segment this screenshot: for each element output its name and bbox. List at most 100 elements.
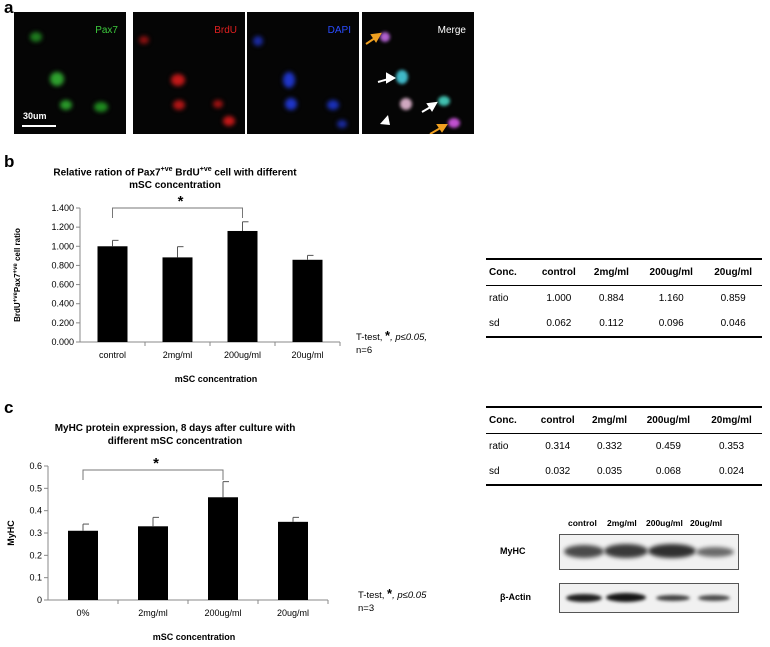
- channel-label-merge: Merge: [437, 25, 466, 36]
- y-tick-label: 0: [37, 595, 42, 605]
- bar: [162, 257, 193, 342]
- table-b: Conc. control 2mg/ml 200ug/ml 20ug/ml ra…: [486, 258, 762, 338]
- table-b-h2: 2mg/ml: [584, 260, 639, 286]
- y-axis-label: MyHC: [6, 520, 16, 546]
- table-c-h3: 200ug/ml: [635, 408, 701, 434]
- significance-star: *: [178, 193, 184, 210]
- chart-b-title-part2: BrdU: [172, 167, 200, 179]
- x-tick-label: 0%: [76, 608, 89, 618]
- table-c-cell: ratio: [489, 441, 509, 452]
- blot-band: [656, 595, 690, 601]
- blot-actin: [559, 583, 739, 613]
- x-tick-label: 200ug/ml: [224, 350, 261, 360]
- table-c-cell: 0.459: [655, 441, 681, 452]
- y-tick-label: 0.200: [51, 318, 74, 328]
- y-tick-label: 1.400: [51, 203, 74, 213]
- y-tick-label: 0.400: [51, 299, 74, 309]
- y-tick-label: 1.000: [51, 241, 74, 251]
- arrow-white-1: [377, 72, 397, 84]
- bar: [138, 526, 168, 600]
- table-b-cell: 0.062: [546, 318, 572, 329]
- table-b-h4: 20ug/ml: [704, 260, 762, 286]
- y-axis-label-sup: +ve: [13, 291, 19, 302]
- table-c-cell: sd: [489, 466, 500, 477]
- y-axis-label: BrdU+vePax7+ve cell ratio: [13, 228, 22, 322]
- chart-b-title: Relative ration of Pax7+ve BrdU+ve cell …: [30, 163, 320, 192]
- table-c-cell: 0.353: [718, 441, 745, 452]
- chart-c-title-line1: MyHC protein expression, 8 days after cu…: [54, 423, 296, 434]
- y-tick-label: 0.6: [29, 461, 42, 471]
- y-tick-label: 0.600: [51, 280, 74, 290]
- table-c-header: Conc. control 2mg/ml 200ug/ml 20mg/ml: [486, 408, 762, 434]
- y-axis-label-sup: +ve: [13, 263, 19, 274]
- table-b-cell: 0.859: [720, 293, 746, 304]
- table-b-row-sd: sd 0.062 0.112 0.096 0.046: [486, 311, 762, 336]
- y-tick-label: 0.800: [51, 260, 74, 270]
- table-b-cell: 1.000: [546, 293, 572, 304]
- significance-bracket: [82, 469, 224, 480]
- channel-label-dapi: DAPI: [327, 25, 351, 36]
- table-c-cell: 0.032: [545, 466, 571, 477]
- ttest-c-p: , p≤0.05: [392, 590, 427, 601]
- table-c-cell: 0.314: [545, 441, 571, 452]
- bar: [292, 259, 323, 342]
- x-tick-label: 2mg/ml: [163, 350, 193, 360]
- micrograph-dapi: DAPI: [247, 12, 359, 134]
- blot-band: [606, 593, 646, 602]
- blot-band: [564, 545, 604, 558]
- y-axis-label-part: Pax7: [13, 273, 22, 292]
- ttest-b-p: , p≤0.05,: [390, 332, 428, 343]
- table-b-row-ratio: ratio 1.000 0.884 1.160 0.859: [486, 286, 762, 312]
- table-b-h0: Conc.: [486, 260, 533, 286]
- table-c-h2: 2mg/ml: [583, 408, 636, 434]
- table-c-cell: 0.332: [597, 441, 623, 452]
- table-b-cell: 0.112: [599, 318, 624, 329]
- blot-band: [648, 544, 696, 558]
- bar: [208, 497, 238, 600]
- significance-bracket: [112, 207, 243, 218]
- channel-label-pax7: Pax7: [95, 25, 118, 36]
- y-tick-label: 0.2: [29, 550, 42, 560]
- table-b-cell: 0.096: [658, 318, 684, 329]
- blot-lane-label: 2mg/ml: [607, 518, 637, 528]
- arrow-orange-2: [429, 124, 448, 134]
- ttest-c: T-test, *, p≤0.05 n=3: [358, 587, 426, 615]
- chart-b: 0.000 0.200 0.400 0.600 0.800 1.000 1.200 1.400…: [13, 193, 341, 384]
- y-tick-label: 0.3: [29, 528, 42, 538]
- table-b-h1: control: [532, 260, 585, 286]
- table-c-row-sd: sd 0.032 0.035 0.068 0.024: [486, 459, 762, 484]
- chart-b-title-part3: cell with different: [211, 167, 297, 179]
- x-tick-label: 20ug/ml: [277, 608, 309, 618]
- panel-a-letter: a: [4, 0, 14, 17]
- ttest-b-n: n=6: [356, 345, 373, 356]
- blot-myhc: [559, 534, 739, 570]
- table-b-cell: ratio: [489, 293, 509, 304]
- merge-arrows: [365, 32, 448, 134]
- micrograph-merge: Merge: [362, 12, 474, 134]
- y-tick-label: 0.1: [29, 573, 42, 583]
- y-axis-label-part: BrdU: [13, 302, 22, 322]
- table-c-h4: 20mg/ml: [701, 408, 762, 434]
- bar: [278, 521, 308, 600]
- x-tick-label: 2mg/ml: [138, 608, 168, 618]
- bar: [68, 530, 98, 600]
- bar: [227, 230, 258, 342]
- table-b-cell: sd: [489, 318, 500, 329]
- arrow-orange-1: [365, 32, 382, 45]
- table-b-cell: 0.046: [720, 318, 746, 329]
- table-c-cell: 0.068: [655, 466, 681, 477]
- chart-b-title-sup1: +ve: [160, 166, 173, 173]
- ttest-b-star: *: [385, 328, 391, 343]
- ttest-c-n: n=3: [358, 603, 375, 614]
- panel-b-letter: b: [4, 152, 15, 171]
- blot-row-label-myhc: MyHC: [500, 546, 526, 556]
- chart-b-title-line2: mSC concentration: [129, 180, 221, 192]
- chart-c-title: MyHC protein expression, 8 days after cu…: [30, 422, 320, 448]
- ttest-b: T-test, *, p≤0.05, n=6: [356, 329, 427, 357]
- table-b-cell: 0.884: [598, 293, 624, 304]
- blot-band: [566, 594, 602, 602]
- scale-bar-label: 30um: [23, 111, 47, 121]
- chart-c: 0 0.1 0.2 0.3 0.4 0.5 0.6 0% 2mg/ml 200ug/ml 20ug/…: [6, 455, 329, 642]
- arrowhead-white: [380, 115, 390, 125]
- channel-label-brdu: BrdU: [214, 25, 237, 36]
